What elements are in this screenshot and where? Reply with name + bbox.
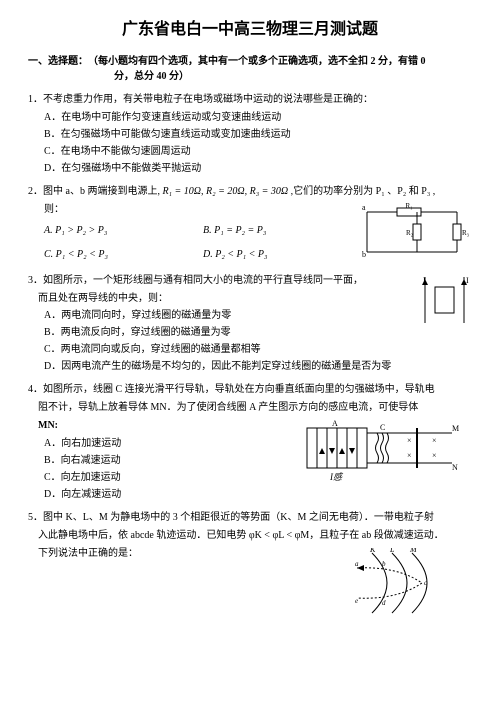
svg-text:×: × bbox=[432, 451, 437, 460]
q3-stem-1: 3．如图所示，一个矩形线圈与通有相同大小的电流的平行直导线同一平面， bbox=[28, 273, 472, 288]
exam-title: 广东省电白一中高三物理三月测试题 bbox=[28, 18, 472, 42]
q2-opt-d: D. P₂ < P₁ < P₃ bbox=[203, 247, 362, 262]
svg-text:e: e bbox=[355, 597, 358, 605]
section-label: 一、选择题： bbox=[28, 56, 88, 67]
svg-text:R₂: R₂ bbox=[406, 229, 414, 237]
q3-opt-c: C．两电流同向或反向，穿过线圈的磁通量都相等 bbox=[28, 342, 472, 357]
svg-text:A: A bbox=[332, 419, 338, 428]
question-1: 1．不考虑重力作用，有关带电粒子在电场或磁场中运动的说法哪些是正确的： A．在电… bbox=[28, 92, 472, 176]
svg-text:M: M bbox=[409, 548, 418, 554]
q2-opt-b: B. P₁ = P₂ = P₃ bbox=[203, 223, 362, 238]
svg-text:I: I bbox=[466, 276, 469, 285]
q3-figure: I I bbox=[417, 275, 472, 325]
svg-text:I感: I感 bbox=[329, 472, 344, 482]
q4-figure: A I感 C M N × × × × bbox=[302, 418, 462, 483]
svg-text:b: b bbox=[362, 250, 366, 259]
q2-opt-c: C. P₁ < P₂ < P₃ bbox=[44, 247, 203, 262]
q4-stem-2: 阻不计，导轨上放着导体 MN．为了使闭合线圈 A 产生图示方向的感应电流，可使导… bbox=[28, 400, 472, 415]
q3-stem-2: 而且处在两导线的中央，则： bbox=[28, 291, 472, 306]
q5-stem-2: 入此静电场中后，依 abcde 轨迹运动．已知电势 φK < φL < φM，且… bbox=[28, 528, 472, 543]
q1-opt-b: B．在匀强磁场中可能做匀速直线运动或变加速曲线运动 bbox=[28, 127, 472, 142]
question-3: 3．如图所示，一个矩形线圈与通有相同大小的电流的平行直导线同一平面， 而且处在两… bbox=[28, 273, 472, 374]
section-header: 一、选择题： （每小题均有四个选项，其中有一个或多个正确选项，选不全扣 2 分，… bbox=[28, 54, 472, 84]
q2-stem-a: 2．图中 a、b 两端接到电源上, bbox=[28, 186, 160, 197]
svg-text:L: L bbox=[389, 548, 395, 554]
q2-opt-a: A. P₁ > P₂ > P₃ bbox=[44, 223, 203, 238]
q1-opt-d: D．在匀强磁场中不能做类平抛运动 bbox=[28, 161, 472, 176]
question-2: 2．图中 a、b 两端接到电源上, R₁ = 10Ω, R₂ = 20Ω, R₃… bbox=[28, 184, 472, 265]
svg-text:R₃: R₃ bbox=[462, 229, 470, 237]
svg-text:K: K bbox=[369, 548, 376, 554]
question-4: 4．如图所示，线圈 C 连接光滑平行导轨，导轨处在方向垂直纸面向里的匀强磁场中，… bbox=[28, 382, 472, 502]
q2-circuit-figure: R₁ R₂ R₃ a b bbox=[362, 202, 472, 265]
q2-stem-r: R₁ = 10Ω, R₂ = 20Ω, R₃ = 30Ω , bbox=[160, 186, 293, 197]
svg-text:×: × bbox=[432, 436, 437, 445]
q2-then: 则： bbox=[28, 202, 362, 217]
q1-opt-a: A．在电场中可能作匀变速直线运动或匀变速曲线运动 bbox=[28, 110, 472, 125]
q4-opt-d: D．向左减速运动 bbox=[28, 487, 472, 502]
svg-text:a: a bbox=[362, 203, 366, 212]
q3-opt-d: D．因两电流产生的磁场是不均匀的，因此不能判定穿过线圈的磁通量是否为零 bbox=[28, 359, 472, 374]
svg-text:×: × bbox=[407, 451, 412, 460]
q2-stem-b: 它们的功率分别为 P₁ 、P₂ 和 P₃ , bbox=[293, 186, 435, 197]
svg-text:×: × bbox=[407, 436, 412, 445]
svg-text:N: N bbox=[452, 463, 458, 472]
q1-opt-c: C．在电场中不能做匀速圆周运动 bbox=[28, 144, 472, 159]
section-desc-1: （每小题均有四个选项，其中有一个或多个正确选项，选不全扣 2 分，有错 0 bbox=[88, 56, 426, 67]
q2-stem: 2．图中 a、b 两端接到电源上, R₁ = 10Ω, R₂ = 20Ω, R₃… bbox=[28, 184, 472, 199]
q3-opt-b: B．两电流反向时，穿过线圈的磁通量为零 bbox=[28, 325, 472, 340]
q1-stem: 1．不考虑重力作用，有关带电粒子在电场或磁场中运动的说法哪些是正确的： bbox=[28, 92, 472, 107]
q4-stem-1: 4．如图所示，线圈 C 连接光滑平行导轨，导轨处在方向垂直纸面向里的匀强磁场中，… bbox=[28, 382, 472, 397]
svg-text:R₁: R₁ bbox=[405, 202, 412, 210]
svg-text:M: M bbox=[452, 424, 459, 433]
svg-text:b: b bbox=[382, 560, 386, 568]
q5-stem-1: 5．图中 K、L、M 为静电场中的 3 个相距很近的等势面（K、M 之间无电荷）… bbox=[28, 510, 472, 525]
svg-text:C: C bbox=[380, 423, 385, 432]
section-desc-2: 分，总分 40 分） bbox=[88, 71, 189, 82]
q3-opt-a: A．两电流同向时，穿过线圈的磁通量为零 bbox=[28, 308, 472, 323]
svg-text:d: d bbox=[382, 599, 386, 607]
question-5: 5．图中 K、L、M 为静电场中的 3 个相距很近的等势面（K、M 之间无电荷）… bbox=[28, 510, 472, 561]
svg-text:a: a bbox=[355, 560, 359, 568]
q5-figure: K L M a b c d e bbox=[352, 548, 452, 618]
